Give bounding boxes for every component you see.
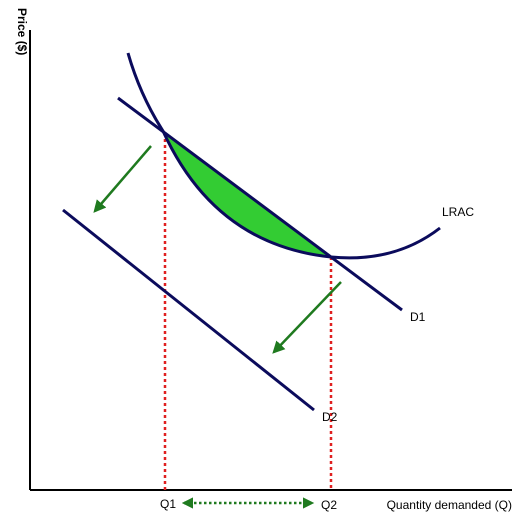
d2-demand-line	[62, 208, 315, 412]
q1-label: Q1	[160, 497, 176, 511]
d1-label: D1	[410, 310, 426, 324]
d2-label: D2	[322, 410, 338, 424]
demand-shift-arrow-upper	[93, 145, 152, 213]
demand-shift-arrow-lower	[272, 281, 342, 354]
x-axis-label: Quantity demanded (Q)	[387, 498, 512, 512]
lrac-curve	[126, 52, 441, 260]
q2-label: Q2	[321, 498, 337, 512]
lrac-label: LRAC	[442, 205, 474, 219]
y-axis-label: Price ($)	[15, 8, 29, 55]
d1-demand-line	[117, 96, 403, 312]
